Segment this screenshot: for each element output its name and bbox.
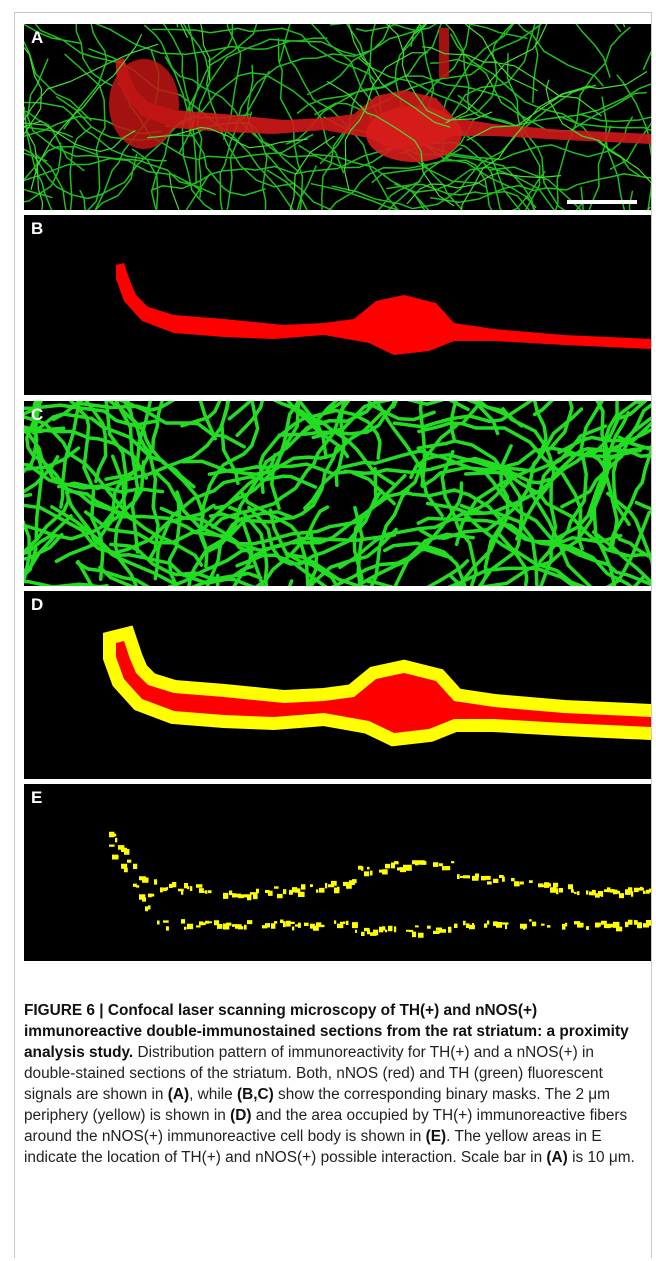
panel-c-label: C	[31, 405, 44, 424]
figure-frame	[14, 12, 652, 1258]
caption-ref-d: (D)	[230, 1107, 252, 1124]
panel-c: C	[24, 401, 651, 586]
caption-text-5: . The yellow areas in E indicate the loc…	[24, 1128, 602, 1166]
panel-a-image	[24, 24, 651, 210]
panel-b-image	[116, 263, 651, 355]
panel-e-label: E	[31, 788, 43, 807]
caption-text-4: and the area occupied by TH(+) immunorea…	[24, 1107, 628, 1145]
panel-c-image	[24, 401, 651, 586]
panel-e-image	[109, 831, 651, 938]
caption-ref-e: (E)	[425, 1128, 447, 1145]
caption-text-6: is 10 μm.	[567, 1149, 635, 1166]
panel-d-label: D	[31, 595, 44, 614]
panel-e: E	[24, 784, 651, 961]
caption-title: FIGURE 6 | Confocal laser scanning micro…	[24, 1002, 629, 1061]
panel-a: A	[24, 24, 651, 210]
panel-d-image	[103, 625, 651, 747]
scale-bar	[567, 200, 637, 204]
panel-b: B	[24, 215, 651, 395]
panel-a-label: A	[31, 28, 44, 47]
caption-text-2: , while	[189, 1086, 238, 1103]
caption-ref-bc: (B,C)	[237, 1086, 274, 1103]
panel-b-label: B	[31, 219, 44, 238]
figure-caption: FIGURE 6 | Confocal laser scanning micro…	[24, 1000, 649, 1168]
panel-d: D	[24, 591, 651, 779]
caption-ref-a-2: (A)	[546, 1149, 568, 1166]
caption-text-1: Distribution pattern of immunoreactivity…	[24, 1044, 603, 1103]
caption-text-3: show the corresponding binary masks. The…	[24, 1086, 611, 1124]
caption-ref-a: (A)	[167, 1086, 190, 1103]
